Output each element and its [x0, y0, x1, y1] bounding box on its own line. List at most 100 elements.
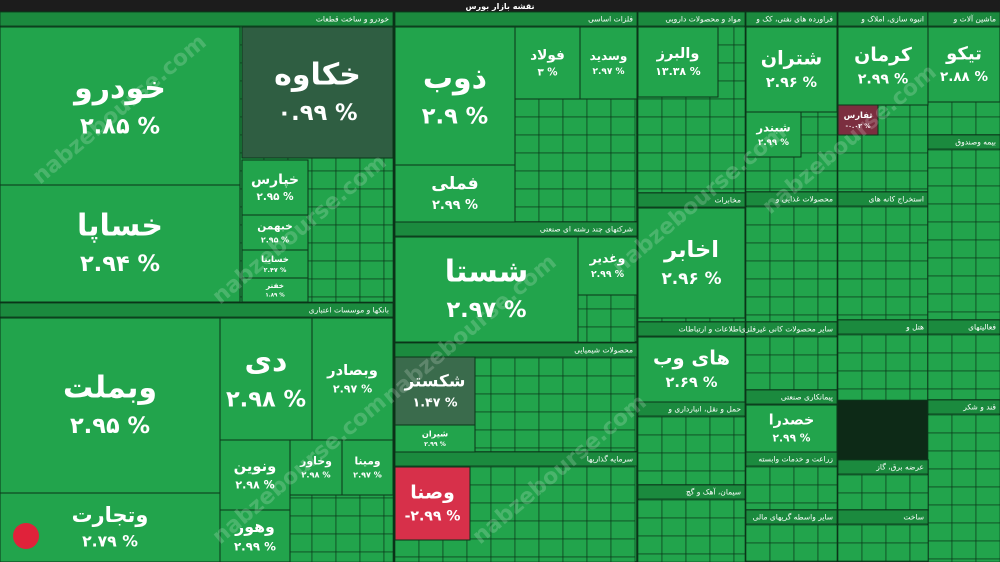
small-cell [975, 203, 1000, 223]
tile-name: وغدیر [589, 251, 626, 266]
sector-title: حمل و نقل، انبارداری و [667, 405, 741, 414]
tile [219, 439, 291, 511]
small-cell [885, 524, 911, 544]
small-cell [562, 170, 588, 190]
small-cell [466, 466, 492, 486]
small-cell [769, 242, 795, 262]
small-cell [861, 492, 887, 511]
tile-name: خپارس [251, 172, 299, 188]
small-cell [562, 393, 588, 413]
small-cell [685, 98, 711, 118]
small-cell [359, 533, 385, 553]
small-cell [885, 296, 911, 316]
tile-change: ۲.۹۷ % [446, 297, 526, 323]
small-cell [586, 98, 612, 118]
small-cell [538, 429, 564, 449]
small-cell [335, 296, 361, 303]
small-cell [745, 466, 771, 486]
small-cell [661, 170, 687, 190]
tile [927, 26, 1000, 103]
sector-header [637, 484, 746, 500]
tile [577, 236, 638, 296]
sector-header [394, 11, 638, 27]
sector-title: استخراج کانه های [869, 195, 924, 204]
small-cell [562, 206, 588, 223]
small-cell [837, 296, 863, 316]
small-cell [885, 278, 911, 298]
small-cell [610, 484, 636, 504]
small-cell [793, 278, 819, 298]
sector-title: ساخت [903, 513, 924, 522]
small-cell [927, 293, 953, 313]
small-cell [490, 556, 516, 562]
tile [219, 509, 291, 562]
tile-change: ۱.۸۹ % [265, 293, 285, 299]
small-cell [383, 533, 394, 553]
tile-change: ۲.۹۷ % [353, 471, 382, 480]
small-cell [661, 434, 687, 454]
small-cell [637, 470, 663, 486]
small-cell [861, 524, 887, 544]
small-cell [951, 450, 977, 470]
small-cell [538, 411, 564, 431]
small-cell [733, 517, 746, 537]
small-cell [418, 556, 444, 562]
tile-change: ۲.۹۸ % [235, 478, 274, 491]
small-cell [538, 502, 564, 522]
small-cell [383, 260, 394, 280]
small-cell [442, 538, 468, 558]
small-cell [793, 484, 819, 504]
small-cell [861, 170, 887, 190]
tile-change: ۲.۹۹ % [432, 198, 478, 213]
small-cell [861, 260, 887, 280]
small-cell [538, 170, 564, 190]
tile-name: خساپا [77, 209, 163, 244]
small-cell [335, 551, 361, 562]
small-cell [709, 452, 735, 472]
small-cell [927, 275, 953, 295]
tile-change: ۲.۷۹ % [82, 532, 138, 551]
tile-change: ۲.۹۵ % [261, 235, 289, 244]
small-cell [837, 206, 863, 226]
small-cell [951, 468, 977, 488]
small-cell [793, 524, 819, 544]
small-cell [909, 296, 929, 316]
small-cell [975, 450, 1000, 470]
sector-title: خودرو و ساخت قطعات [316, 15, 390, 24]
small-cell [817, 354, 838, 374]
small-cell [837, 170, 863, 190]
tile-name: ذوب [423, 61, 487, 96]
small-cell [793, 314, 819, 323]
tile-change: -۲.۹۹ % [405, 509, 461, 525]
small-cell [837, 542, 863, 562]
small-cell [538, 556, 564, 562]
tile-change: ۲.۹۹ % [858, 71, 909, 87]
small-cell [975, 239, 1000, 259]
small-cell [586, 116, 612, 136]
small-cell [745, 224, 771, 244]
small-cell [562, 411, 588, 431]
sector-title: هتل و [905, 323, 924, 332]
small-cell [861, 352, 887, 372]
small-cell [466, 484, 492, 504]
small-cell [538, 393, 564, 413]
sector-title: ماشین آلات و [953, 14, 996, 24]
small-cell [861, 152, 887, 172]
small-cell [975, 540, 1000, 560]
small-cell [793, 242, 819, 262]
small-cell [951, 311, 977, 321]
small-cell [975, 352, 1000, 372]
small-cell [885, 206, 911, 226]
small-cell [490, 393, 516, 413]
small-cell [610, 188, 636, 208]
small-cell [610, 134, 636, 154]
small-cell [610, 466, 636, 486]
tile-change: ۲.۹۸ % [226, 387, 306, 413]
small-cell [769, 278, 795, 298]
small-cell [733, 470, 746, 486]
sector-title: فعالیتهای [968, 323, 996, 332]
small-cell [538, 188, 564, 208]
small-cell [951, 293, 977, 313]
small-cell [817, 206, 838, 226]
small-cell [837, 352, 863, 372]
